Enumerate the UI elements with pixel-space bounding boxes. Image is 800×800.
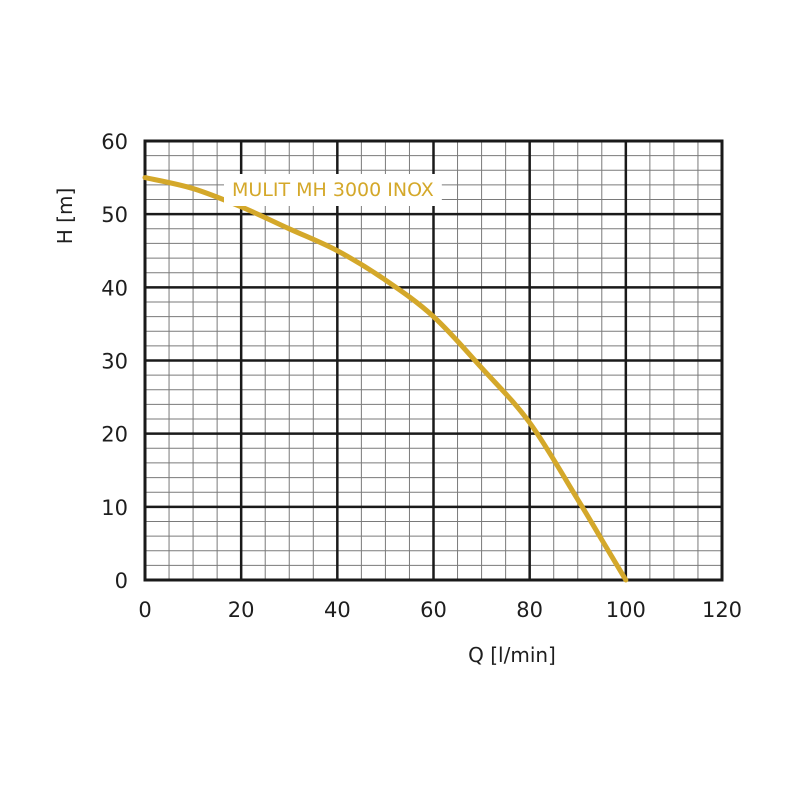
plot-border — [143, 139, 724, 582]
series-layer — [142, 175, 629, 583]
y-tick-label: 20 — [101, 423, 128, 447]
x-tick-label: 80 — [516, 598, 543, 622]
y-axis-ticks: 0 10 20 30 40 50 60 — [101, 130, 128, 593]
x-tick-label: 60 — [420, 598, 447, 622]
x-tick-label: 40 — [324, 598, 351, 622]
x-tick-label: 100 — [606, 598, 646, 622]
series-line — [142, 175, 629, 583]
y-tick-label: 40 — [101, 276, 128, 300]
x-axis-title: Q [l/min] — [468, 643, 556, 667]
y-tick-label: 0 — [115, 569, 128, 593]
y-tick-label: 10 — [101, 496, 128, 520]
x-tick-label: 20 — [228, 598, 255, 622]
series-label-layer: MULIT MH 3000 INOX — [224, 174, 442, 206]
x-axis-ticks: 0 20 40 60 80 100 120 — [138, 598, 742, 622]
x-tick-label: 0 — [138, 598, 151, 622]
series-label: MULIT MH 3000 INOX — [232, 179, 434, 201]
x-tick-label: 120 — [702, 598, 742, 622]
major-grid — [143, 139, 724, 582]
y-tick-label: 60 — [101, 130, 128, 154]
series-label-background — [224, 174, 442, 206]
y-tick-label: 30 — [101, 350, 128, 374]
y-tick-label: 50 — [101, 203, 128, 227]
y-axis-title: H [m] — [53, 188, 77, 244]
